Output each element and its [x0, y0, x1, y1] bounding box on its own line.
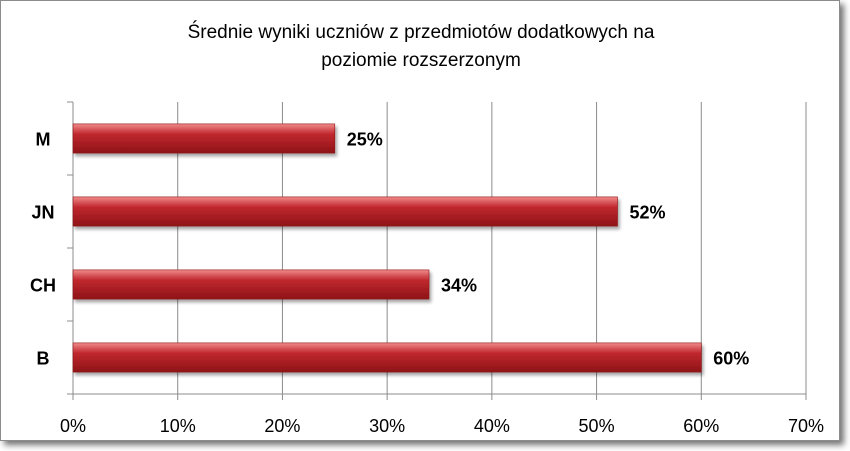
- x-tick-label: 30%: [369, 416, 405, 436]
- chart-title-line-2: poziomie rozszerzonym: [321, 50, 521, 71]
- chart-title-line-1: Średnie wyniki uczniów z przedmiotów dod…: [187, 22, 655, 43]
- category-label-jn: JN: [31, 203, 54, 223]
- category-label-m: M: [36, 130, 51, 150]
- x-tick-label: 0%: [60, 416, 86, 436]
- x-tick-label: 70%: [788, 416, 824, 436]
- bar-m: [72, 123, 336, 154]
- data-label-ch: 34%: [441, 276, 477, 296]
- chart-title: Średnie wyniki uczniów z przedmiotów dod…: [1, 19, 841, 75]
- category-label-b: B: [37, 349, 50, 369]
- x-tick-label: 20%: [264, 416, 300, 436]
- bar-b: [72, 342, 702, 373]
- bar-ch: [72, 269, 430, 300]
- bars: [72, 123, 702, 373]
- labels: 0% 10% 20% 30% 40% 50% 60% 70% M 25% JN 52% CH 34% B 60…: [30, 130, 824, 437]
- data-label-m: 25%: [347, 130, 383, 150]
- data-label-jn: 52%: [630, 203, 666, 223]
- x-tick-label: 50%: [579, 416, 615, 436]
- data-label-b: 60%: [713, 349, 749, 369]
- x-tick-label: 60%: [683, 416, 719, 436]
- category-label-ch: CH: [30, 276, 56, 296]
- bar-jn: [72, 196, 618, 227]
- x-tick-label: 10%: [160, 416, 196, 436]
- x-tick-label: 40%: [474, 416, 510, 436]
